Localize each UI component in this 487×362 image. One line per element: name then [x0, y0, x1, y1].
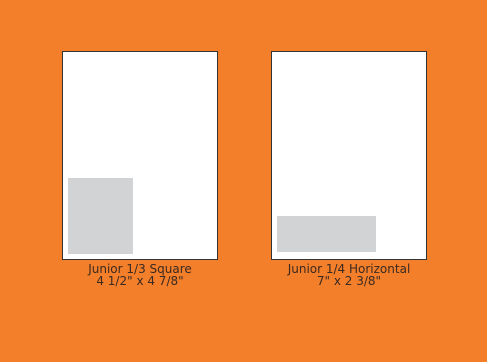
ad-size-label: 4 1/2" x 4 7/8" [96, 274, 184, 288]
page-preview-junior-quarter-horizontal [271, 51, 427, 260]
ad-size-label: 7" x 2 3/8" [316, 274, 382, 288]
ad-name-label: Junior 1/3 Square [88, 262, 192, 276]
ad-placement-square [68, 178, 133, 254]
caption-junior-quarter-horizontal: Junior 1/4 Horizontal 7" x 2 3/8" [249, 263, 449, 287]
ad-name-label: Junior 1/4 Horizontal [287, 262, 411, 276]
ad-placement-horizontal [277, 216, 376, 252]
caption-junior-third-square: Junior 1/3 Square 4 1/2" x 4 7/8" [40, 263, 240, 287]
page-preview-junior-third-square [62, 51, 218, 260]
